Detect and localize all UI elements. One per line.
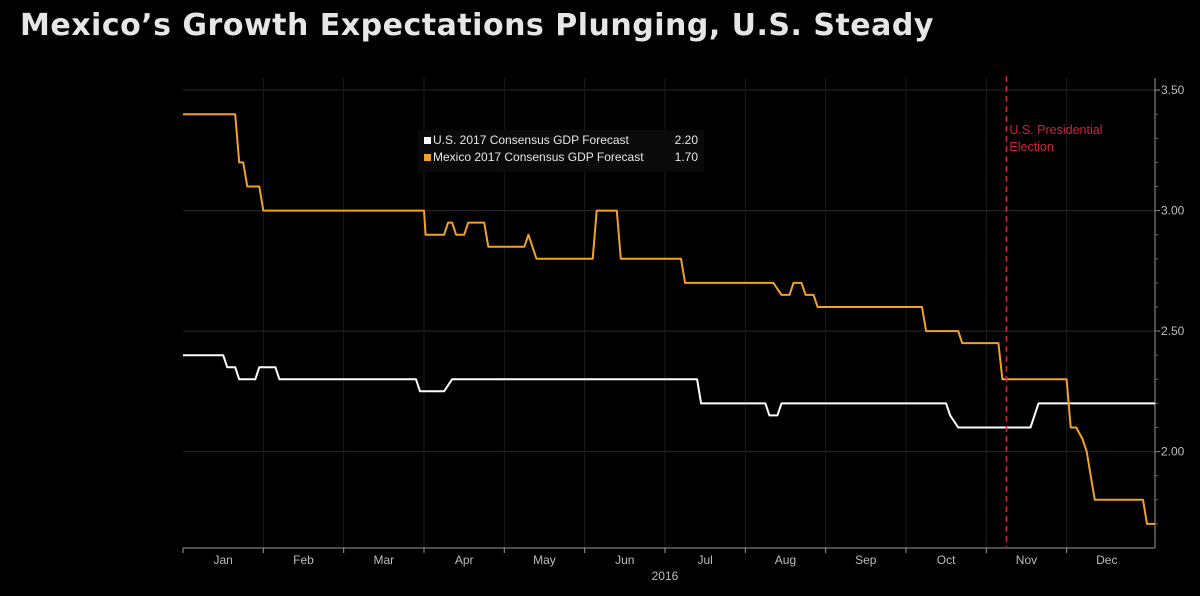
chart-title: Mexico’s Growth Expectations Plunging, U…: [20, 8, 934, 43]
x-tick-label: Apr: [455, 553, 474, 567]
election-annotation-label: Election: [1009, 140, 1054, 154]
x-tick-label: Mar: [373, 553, 394, 567]
legend-last-value: 1.70: [675, 150, 699, 164]
x-tick-label: May: [533, 553, 556, 567]
x-axis-ticks: Jan Feb Mar Apr May Jun Jul Aug Sep Oct Nov Dec 2016: [182, 548, 1117, 583]
x-tick-label: Nov: [1016, 553, 1037, 567]
us-forecast-line: [183, 354, 1155, 429]
x-tick-label: Oct: [937, 553, 956, 567]
x-tick-label: Feb: [293, 553, 314, 567]
x-tick-label: Jan: [213, 553, 232, 567]
x-tick-label: Jul: [697, 553, 712, 567]
legend-label: Mexico 2017 Consensus GDP Forecast: [433, 150, 644, 164]
mexico-forecast-line: [183, 113, 1155, 525]
legend: U.S. 2017 Consensus GDP Forecast 2.20 Mexi…: [418, 130, 704, 172]
legend-swatch: [424, 154, 431, 161]
x-year-label: 2016: [652, 569, 679, 583]
axes: [183, 78, 1156, 549]
x-tick-label: Dec: [1096, 553, 1117, 567]
y-tick-label: 3.50: [1161, 83, 1185, 97]
x-tick-label: Aug: [775, 553, 796, 567]
y-tick-label: 2.00: [1161, 445, 1185, 459]
legend-swatch: [424, 137, 431, 144]
legend-last-value: 2.20: [675, 133, 699, 147]
y-tick-label: 3.00: [1161, 204, 1185, 218]
legend-label: U.S. 2017 Consensus GDP Forecast: [433, 133, 630, 147]
election-annotation: U.S. Presidential Election: [1005, 76, 1102, 548]
y-axis-ticks: 3.50 3.00 2.50 2.00: [1155, 83, 1185, 525]
series-lines: [183, 113, 1155, 525]
legend-box: [418, 130, 704, 172]
x-tick-label: Sep: [855, 553, 877, 567]
x-tick-label: Jun: [615, 553, 634, 567]
y-tick-label: 2.50: [1161, 324, 1185, 338]
election-annotation-label: U.S. Presidential: [1009, 123, 1102, 137]
